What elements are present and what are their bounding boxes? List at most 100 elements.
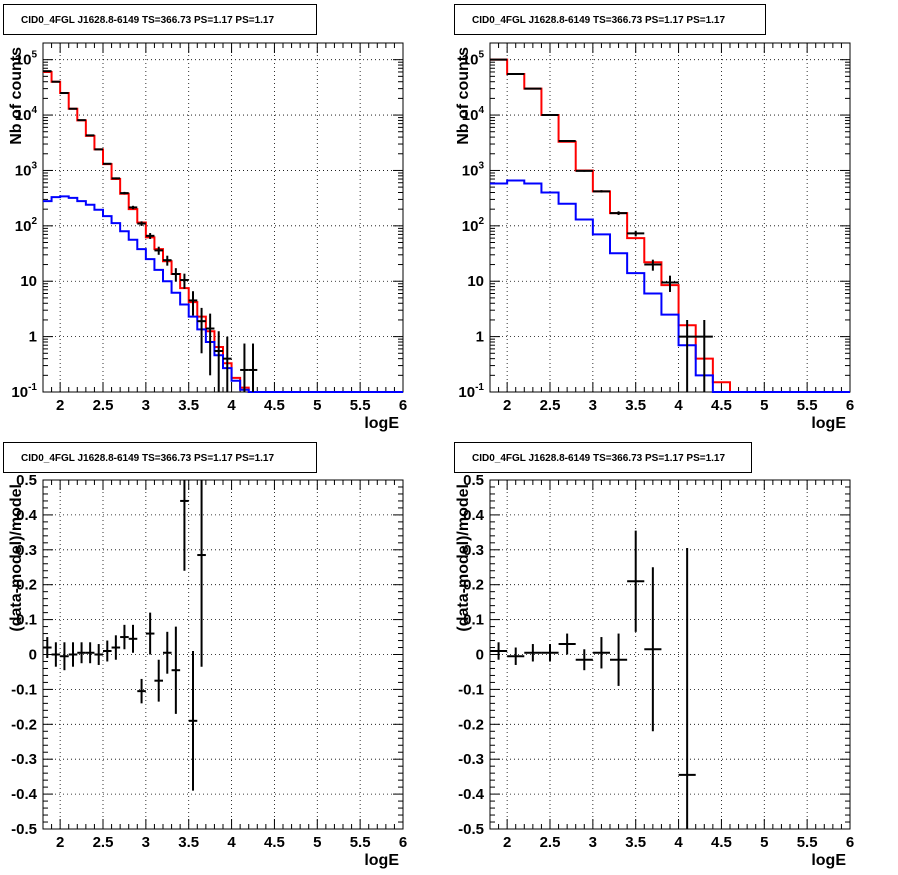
x-axis-title: logE (811, 415, 846, 432)
data-point (223, 336, 232, 392)
x-tick-label: 4.5 (264, 834, 285, 851)
model-histogram-blue (490, 179, 850, 393)
x-tick-label: 5 (313, 834, 321, 851)
data-point (644, 567, 662, 732)
y-tick-label: -0.3 (458, 751, 484, 768)
x-tick-label: 5 (760, 834, 768, 851)
x-tick-label: 2.5 (540, 834, 561, 851)
data-point (43, 637, 52, 658)
x-tick-label: 4 (227, 834, 236, 851)
x-tick-label: 6 (846, 834, 854, 851)
x-tick-label: 5 (760, 397, 768, 414)
model-histogram-red (43, 70, 403, 393)
y-tick-label: -0.1 (11, 681, 37, 698)
chart-panel-3: CID0_4FGL J1628.8-6149 TS=366.73 PS=1.17… (3, 442, 407, 869)
x-tick-label: 3 (142, 397, 150, 414)
y-tick-label: 0.3 (463, 542, 484, 559)
model-histogram-blue (43, 195, 403, 393)
x-axis-title: logE (364, 852, 399, 869)
data-point (128, 205, 138, 210)
chart-title-box (3, 442, 317, 473)
y-tick-label: 1 (476, 329, 484, 346)
y-tick-label: -0.4 (458, 786, 485, 803)
x-tick-label: 2 (503, 397, 511, 414)
data-point (575, 169, 593, 172)
data-point (558, 633, 576, 655)
data-point (678, 319, 696, 392)
data-point (490, 642, 508, 660)
chart-title: CID0_4FGL J1628.8-6149 TS=366.73 PS=1.17… (21, 15, 274, 26)
y-tick-label: 103 (462, 160, 485, 179)
y-tick-label: -0.4 (11, 786, 38, 803)
y-tick-label: -0.2 (11, 716, 37, 733)
data-point (678, 548, 696, 829)
y-tick-label: -0.5 (11, 821, 37, 838)
y-tick-label: 0.4 (463, 507, 485, 524)
y-axis-title: Nb of counts (8, 47, 25, 145)
y-tick-label: -0.3 (11, 751, 37, 768)
y-tick-label: 104 (462, 105, 485, 124)
y-tick-label: 0 (476, 647, 484, 664)
data-point (60, 642, 69, 671)
data-point (51, 642, 61, 667)
y-tick-label: 0.2 (16, 577, 37, 594)
data-point (507, 647, 525, 665)
y-tick-label: 0.1 (16, 612, 37, 629)
x-tick-label: 6 (846, 397, 854, 414)
chart-title-box (454, 442, 752, 473)
y-tick-label: 0.2 (463, 577, 484, 594)
x-tick-label: 3.5 (178, 397, 199, 414)
data-point (85, 642, 95, 664)
x-tick-label: 4.5 (711, 397, 732, 414)
data-point (627, 530, 645, 632)
x-tick-label: 3.5 (625, 397, 646, 414)
x-tick-label: 2 (503, 834, 511, 851)
chart-title: CID0_4FGL J1628.8-6149 TS=366.73 PS=1.17… (472, 453, 725, 464)
chart-title-box (3, 4, 317, 35)
data-point (188, 291, 198, 316)
data-point (240, 343, 249, 392)
data-point (248, 343, 258, 392)
y-tick-label: -0.5 (458, 821, 484, 838)
x-tick-label: 4 (227, 397, 236, 414)
data-point (610, 211, 628, 215)
x-tick-label: 3 (589, 834, 597, 851)
y-tick-label: 0.5 (16, 472, 37, 489)
chart-title: CID0_4FGL J1628.8-6149 TS=366.73 PS=1.17… (472, 15, 725, 26)
data-point (85, 134, 95, 137)
data-point (180, 273, 189, 289)
y-tick-label: 10 (467, 273, 484, 290)
x-tick-label: 2.5 (93, 834, 114, 851)
chart-title: CID0_4FGL J1628.8-6149 TS=366.73 PS=1.17… (21, 453, 274, 464)
y-tick-label: 10-1 (11, 382, 37, 401)
x-tick-label: 6 (399, 397, 407, 414)
y-tick-label: 102 (462, 216, 485, 235)
data-point (145, 233, 155, 239)
data-point (592, 637, 610, 669)
x-tick-label: 5.5 (797, 834, 818, 851)
data-point (111, 177, 121, 180)
x-tick-label: 3.5 (625, 834, 646, 851)
chart-panel-4: CID0_4FGL J1628.8-6149 TS=366.73 PS=1.17… (454, 442, 854, 869)
y-tick-label: 0.4 (16, 507, 38, 524)
x-tick-label: 2.5 (93, 397, 114, 414)
y-tick-label: 102 (15, 216, 38, 235)
data-point (171, 268, 181, 282)
x-tick-label: 2.5 (540, 397, 561, 414)
y-axis-title: (data-model)/model (8, 484, 25, 632)
x-tick-label: 5 (313, 397, 321, 414)
data-point (128, 624, 138, 653)
x-tick-label: 5.5 (350, 397, 371, 414)
data-point (171, 626, 181, 714)
y-axis-title: Nb of counts (455, 47, 472, 145)
data-point (644, 259, 662, 271)
data-point (575, 649, 593, 671)
data-point (163, 255, 172, 266)
data-point (137, 678, 146, 704)
y-axis-title: (data-model)/model (455, 484, 472, 632)
x-axis-title: logE (364, 415, 399, 432)
x-tick-label: 3 (142, 834, 150, 851)
y-tick-label: 105 (462, 50, 485, 69)
data-point (154, 246, 163, 255)
